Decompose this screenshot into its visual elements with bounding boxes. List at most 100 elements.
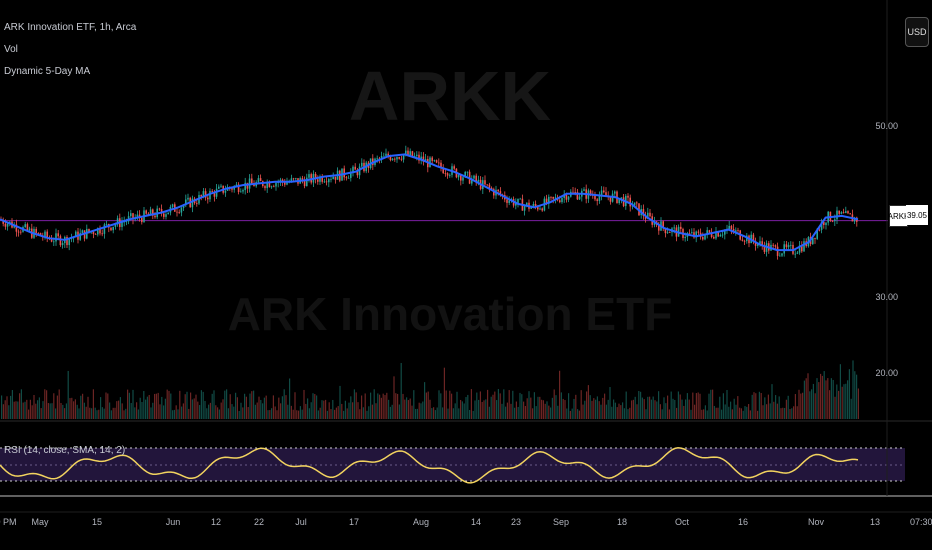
volume-bar [632,399,634,419]
volume-bar [60,402,62,419]
volume-bar [368,406,370,419]
candle-body [112,226,114,231]
candle-body [688,233,691,234]
candle-body [416,154,418,156]
volume-bar [514,407,516,419]
volume-bar [384,395,386,419]
volume-bar [551,397,553,419]
candle-body [697,231,700,233]
volume-bar [614,402,616,419]
candle-body [541,208,543,211]
volume-bar [413,390,415,419]
candle-body [202,191,205,197]
volume-bar [796,406,798,419]
volume-bar [226,389,228,419]
volume-bar [694,404,696,419]
candle-body [836,210,838,220]
candle-body [345,177,348,179]
candle-body [314,173,317,180]
volume-bar [785,399,787,419]
candle-body [603,190,605,193]
volume-bar [838,390,840,419]
price-axis-label: 50.00 [875,121,898,131]
candle-body [2,219,4,224]
currency-button[interactable]: USD [905,17,929,47]
volume-bar [208,404,210,419]
volume-bar [172,410,174,419]
volume-bar [670,391,672,419]
legend-symbol[interactable]: ARK Innovation ETF, 1h, Arca [4,22,137,33]
candle-body [268,182,271,188]
volume-bar [501,403,503,419]
volume-bar [64,408,66,419]
candle-body [385,153,387,156]
candle-body [464,172,466,178]
volume-bar [803,380,805,419]
volume-bar [616,407,618,419]
volume-bar [490,396,492,419]
volume-bar [244,393,246,419]
legend-rsi[interactable]: RSI (14, close, SMA, 14, 2) [4,445,126,456]
candle-body [609,196,612,202]
volume-bar [224,390,226,419]
volume-bar [236,397,238,419]
candle-body [847,211,849,214]
volume-bar [206,408,208,419]
legend-volume[interactable]: Vol [4,44,18,55]
volume-bar [58,389,60,419]
volume-bar [281,396,283,419]
volume-bar [262,403,264,419]
volume-bar [146,396,148,419]
volume-bar [440,393,442,419]
candle-body [567,196,570,200]
volume-bar [728,406,730,419]
candle-body [471,178,473,184]
volume-bar [355,392,357,419]
volume-bar [478,399,480,419]
x-axis-label: 0 PM [0,517,17,527]
volume-bar [190,392,192,419]
volume-bar [550,407,552,419]
volume-bar [341,403,343,419]
candle-body [435,160,438,163]
candle-body [103,224,106,234]
candle-body [666,232,669,234]
candle-body [757,243,759,246]
volume-bar [818,382,820,419]
volume-bar [100,397,102,419]
volume-bar [125,408,127,419]
volume-bar [296,410,298,419]
volume-bar [679,394,681,419]
volume-bar [767,394,769,419]
volume-bar [395,393,397,419]
volume-bar [445,390,447,419]
volume-bar [416,408,418,419]
volume-bar [794,394,796,419]
volume-bar [683,405,685,419]
volume-bar [735,404,737,419]
candle-body [708,230,711,233]
volume-bar [321,400,323,419]
volume-bar [233,406,235,419]
volume-bar [191,399,193,419]
legend-moving-average[interactable]: Dynamic 5-Day MA [4,66,91,77]
volume-bar [254,404,256,419]
volume-bar [409,398,411,419]
volume-bar [251,391,253,419]
volume-bar [487,389,489,419]
volume-bar [823,371,825,419]
volume-bar [170,393,172,419]
volume-bar [559,370,561,419]
volume-bar [148,394,150,419]
candle-body [774,245,777,247]
x-axis-label: 13 [869,517,881,527]
candle-body [178,212,180,213]
volume-bar [782,407,784,419]
candle-body [517,198,519,204]
candle-body [578,196,581,200]
candle-body [145,210,147,214]
candle-body [596,199,598,201]
volume-bar [348,402,350,419]
volume-bar [96,410,98,419]
